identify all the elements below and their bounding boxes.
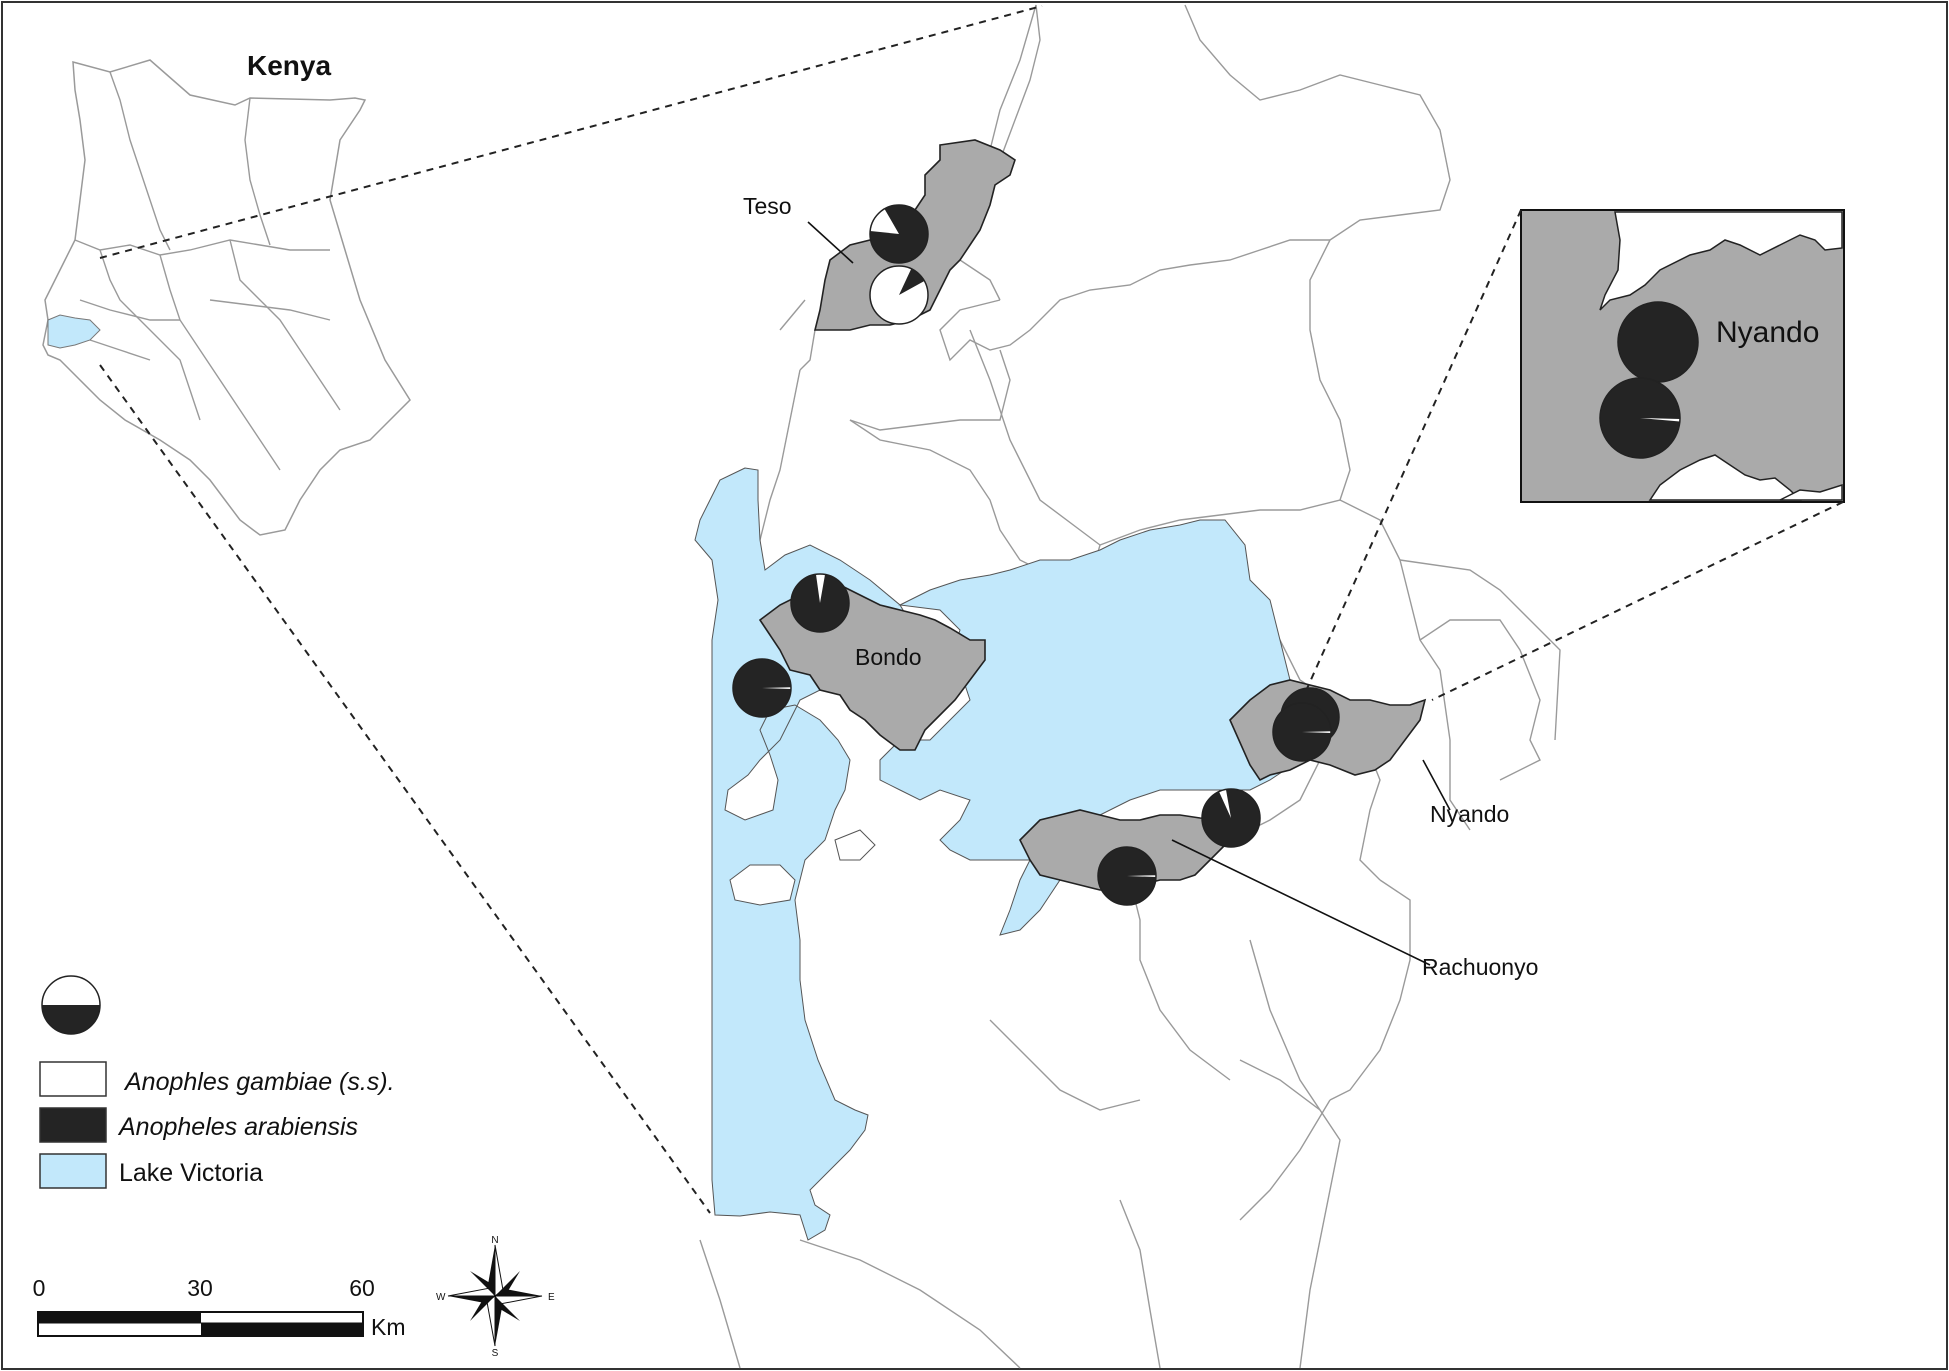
pie-bondo-1: [790, 573, 850, 633]
pie-outline: [790, 573, 850, 633]
pie-rachuonyo-2: [1097, 846, 1157, 906]
legend-label-lake: Lake Victoria: [119, 1159, 263, 1187]
pie-outline: [1201, 788, 1261, 848]
pie-outline: [1599, 377, 1681, 459]
pie-slice-arabiensis: [1098, 846, 1156, 905]
pie-slice-arabiensis: [1600, 378, 1680, 459]
teso-leader-line: [807, 221, 854, 264]
pie-slice-arabiensis: [870, 205, 928, 264]
pie-outline: [869, 204, 929, 264]
inset-pie-nyando-2: [1599, 377, 1681, 459]
legend-label-arabiensis: Anopheles arabiensis: [117, 1113, 358, 1141]
rachuonyo-label: Rachuonyo: [1422, 954, 1538, 980]
legend-swatch-arabiensis: [39, 1107, 107, 1143]
nyando-leader-line: [1422, 759, 1451, 811]
scale-tick-30: 30: [187, 1275, 213, 1301]
pie-outline: [1272, 702, 1332, 762]
pie-slice-arabiensis: [1272, 703, 1331, 762]
pie-slice-arabiensis: [1618, 302, 1698, 382]
compass-rose: N S E W: [436, 1235, 555, 1359]
legend-swatch-lake: [39, 1153, 107, 1189]
pie-nyando-2: [1272, 702, 1332, 762]
pie-slice-arabiensis: [1201, 789, 1260, 847]
lake-island: [834, 829, 876, 861]
scale-bar: 0 30 60 Km: [33, 1275, 406, 1340]
scale-tick-60: 60: [349, 1275, 375, 1301]
compass-s: S: [492, 1348, 499, 1359]
inset-zoom-line-bottom: [1431, 501, 1844, 701]
nyando-zoom-inset: [1520, 209, 1845, 503]
pie-slice-arabiensis: [899, 268, 925, 295]
inset-pie-nyando-1: [1617, 301, 1699, 383]
lake-island: [729, 864, 796, 906]
compass-w: W: [436, 1292, 446, 1303]
pie-rachuonyo-1: [1201, 788, 1261, 848]
nyando-label: Nyando: [1430, 801, 1509, 827]
pie-slice-arabiensis: [733, 658, 791, 717]
legend-swatch-gambiae: [39, 1061, 107, 1097]
legend-pie-icon: [41, 975, 101, 1035]
teso-label: Teso: [743, 193, 792, 219]
zoom-line-bottom: [99, 364, 711, 1214]
legend: Anophles gambiae (s.s). Anopheles arabie…: [39, 975, 395, 1189]
bondo-label: Bondo: [855, 644, 922, 670]
pie-outline: [732, 658, 792, 718]
pie-outline: [1097, 846, 1157, 906]
inset-zoom-line-top: [1283, 209, 1522, 741]
pie-slice-arabiensis: [791, 574, 850, 632]
pie-bondo-2: [732, 658, 792, 718]
nyando-inset-label: Nyando: [1716, 316, 1819, 349]
rachuonyo-leader-line: [1171, 839, 1431, 966]
scale-tick-0: 0: [33, 1275, 46, 1301]
legend-label-gambiae: Anophles gambiae (s.s).: [123, 1068, 395, 1096]
compass-n: N: [491, 1235, 498, 1246]
pie-teso-1: [869, 204, 929, 264]
zoom-line-top: [99, 5, 1043, 259]
pie-teso-2: [869, 265, 929, 325]
kenya-inset-title: Kenya: [247, 50, 331, 81]
kenya-inset-map: [42, 59, 411, 536]
pie-outline: [869, 265, 929, 325]
pie-chart-layer: [732, 204, 1699, 906]
compass-e: E: [548, 1292, 555, 1303]
scale-unit: Km: [371, 1314, 406, 1340]
